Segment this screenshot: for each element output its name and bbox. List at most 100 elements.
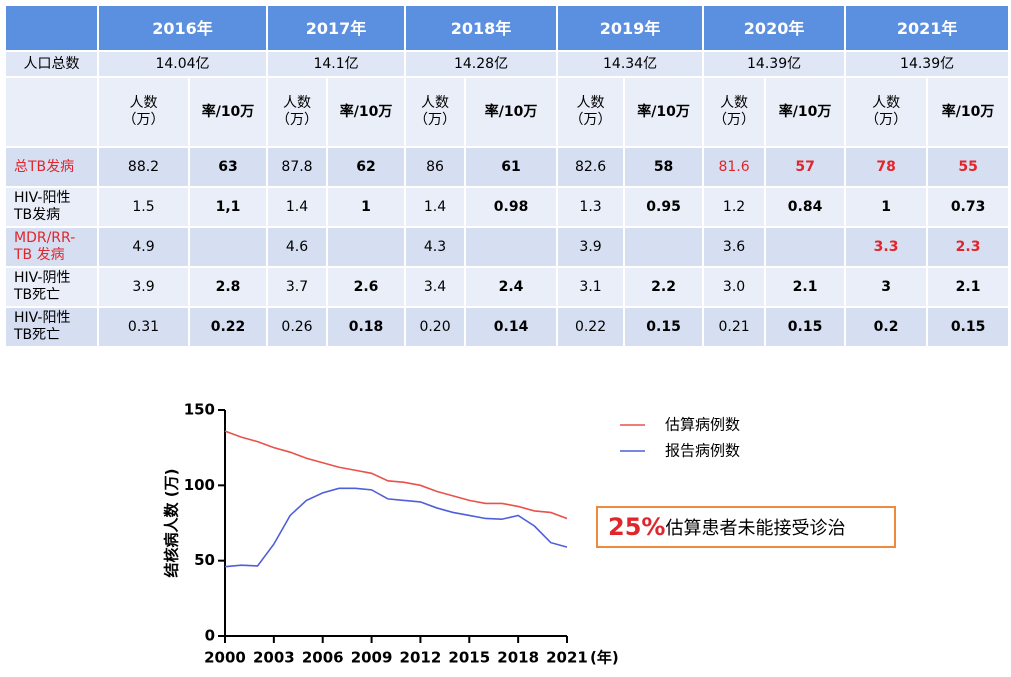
- data-cell: 0.20: [404, 306, 467, 348]
- header-row: 2016年 2017年 2018年 2019年 2020年 2021年: [4, 4, 1011, 52]
- data-cell: 63: [187, 146, 269, 188]
- corner-cell: [4, 76, 99, 148]
- data-cell: 78: [844, 146, 929, 188]
- data-cell: 0.15: [926, 306, 1011, 348]
- data-cell: 3.0: [702, 266, 767, 308]
- data-cell: 2.3: [926, 226, 1011, 268]
- data-cell: 0.31: [97, 306, 190, 348]
- data-cell: 0.15: [764, 306, 847, 348]
- data-cell: 0.18: [326, 306, 407, 348]
- data-cell: 3.6: [702, 226, 767, 268]
- sub-header: 率/10万: [326, 76, 407, 148]
- year-header: 2021年: [844, 4, 1011, 52]
- data-cell: 4.9: [97, 226, 190, 268]
- sub-header: 率/10万: [187, 76, 269, 148]
- year-header: 2020年: [702, 4, 847, 52]
- sub-header: 率/10万: [464, 76, 559, 148]
- data-row: MDR/RR- TB 发病 4.9 4.6 4.3 3.9 3.6 3.3 2.3: [4, 226, 1011, 268]
- row-label: 人口总数: [4, 50, 99, 78]
- data-cell: 2.2: [623, 266, 705, 308]
- data-cell: 4.6: [266, 226, 329, 268]
- data-cell: 0.98: [464, 186, 559, 228]
- data-cell: [326, 226, 407, 268]
- x-tick-label: 2006: [302, 649, 344, 667]
- data-row: HIV-阴性 TB死亡 3.9 2.8 3.7 2.6 3.4 2.4 3.1 2.2 3.0 2.…: [4, 266, 1011, 308]
- x-tick-label: 2009: [351, 649, 393, 667]
- data-cell: 0.22: [187, 306, 269, 348]
- data-table: 2016年 2017年 2018年 2019年 2020年 2021年 人口总数 14.04亿…: [4, 4, 1011, 348]
- population-cell: 14.34亿: [556, 50, 705, 78]
- data-row: HIV-阳性 TB发病 1.5 1,1 1.4 1 1.4 0.98 1.3 0.95 1.2 0.…: [4, 186, 1011, 228]
- sub-header: 率/10万: [764, 76, 847, 148]
- year-header: 2018年: [404, 4, 559, 52]
- row-label: 总TB发病: [4, 146, 99, 188]
- data-cell: 0.15: [623, 306, 705, 348]
- legend-label: 估算病例数: [665, 416, 740, 434]
- x-axis-unit: (年): [590, 649, 619, 667]
- legend-label: 报告病例数: [665, 442, 740, 460]
- data-cell: 3.7: [266, 266, 329, 308]
- data-cell: 1: [326, 186, 407, 228]
- x-tick-label: 2000: [204, 649, 246, 667]
- corner-cell: [4, 4, 99, 52]
- data-cell: [187, 226, 269, 268]
- y-tick-label: 100: [184, 476, 215, 494]
- sub-header: 率/10万: [623, 76, 705, 148]
- year-header: 2017年: [266, 4, 407, 52]
- data-cell: 82.6: [556, 146, 626, 188]
- sub-header: 人数 （万）: [556, 76, 626, 148]
- x-tick-label: 2021: [546, 649, 588, 667]
- data-cell: 1,1: [187, 186, 269, 228]
- sub-header: 人数 （万）: [404, 76, 467, 148]
- data-cell: 1.3: [556, 186, 626, 228]
- data-cell: 88.2: [97, 146, 190, 188]
- sub-header: 人数 （万）: [702, 76, 767, 148]
- population-cell: 14.39亿: [844, 50, 1011, 78]
- row-label: HIV-阳性 TB死亡: [4, 306, 99, 348]
- sub-header: 人数 （万）: [97, 76, 190, 148]
- data-cell: 2.8: [187, 266, 269, 308]
- annotation-text: 估算患者未能接受诊治: [665, 518, 846, 539]
- x-tick-label: 2015: [448, 649, 490, 667]
- series-line: [224, 430, 568, 520]
- data-cell: 1: [844, 186, 929, 228]
- data-cell: 55: [926, 146, 1011, 188]
- data-cell: 58: [623, 146, 705, 188]
- year-header: 2019年: [556, 4, 705, 52]
- data-cell: 0.95: [623, 186, 705, 228]
- data-cell: 57: [764, 146, 847, 188]
- data-cell: 81.6: [702, 146, 767, 188]
- data-cell: 3.1: [556, 266, 626, 308]
- data-cell: 3: [844, 266, 929, 308]
- population-row: 人口总数 14.04亿 14.1亿 14.28亿 14.34亿 14.39亿 14.39亿: [4, 50, 1011, 78]
- data-cell: 3.9: [97, 266, 190, 308]
- data-cell: 2.1: [764, 266, 847, 308]
- data-cell: 87.8: [266, 146, 329, 188]
- sub-header: 率/10万: [926, 76, 1011, 148]
- data-row: HIV-阳性 TB死亡 0.31 0.22 0.26 0.18 0.20 0.14 0.22 0…: [4, 306, 1011, 348]
- data-cell: 0.21: [702, 306, 767, 348]
- data-cell: 4.3: [404, 226, 467, 268]
- x-tick-label: 2003: [253, 649, 295, 667]
- data-cell: [464, 226, 559, 268]
- annotation-box: 25% 估算患者未能接受诊治: [596, 506, 896, 548]
- x-tick-label: 2018: [497, 649, 539, 667]
- population-cell: 14.04亿: [96, 50, 269, 78]
- data-cell: 0.14: [464, 306, 559, 348]
- data-cell: 3.9: [556, 226, 626, 268]
- population-cell: 14.1亿: [266, 50, 407, 78]
- data-cell: 3.3: [844, 226, 929, 268]
- data-cell: 2.1: [926, 266, 1011, 308]
- line-chart: 0 50 100 150 2000 2003 2006 2009 2012 2015 2018 202…: [163, 401, 741, 667]
- row-label: MDR/RR- TB 发病: [4, 226, 99, 268]
- year-header: 2016年: [96, 4, 269, 52]
- data-cell: 0.73: [926, 186, 1011, 228]
- data-cell: 86: [404, 146, 467, 188]
- data-cell: 0.84: [764, 186, 847, 228]
- data-cell: [764, 226, 847, 268]
- data-cell: 61: [464, 146, 559, 188]
- data-cell: 1.4: [266, 186, 329, 228]
- row-label: HIV-阳性 TB发病: [4, 186, 99, 228]
- data-cell: 0.26: [266, 306, 329, 348]
